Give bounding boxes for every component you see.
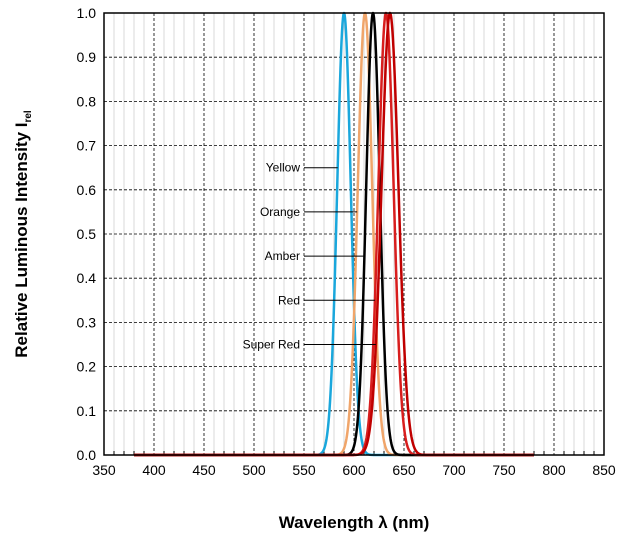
callout-label-orange: Orange [260,205,300,219]
x-tick-label: 400 [142,462,166,478]
grid-lines [104,13,604,455]
x-tick-label: 850 [592,462,616,478]
y-tick-label: 1.0 [77,5,97,21]
y-tick-label: 0.7 [77,138,97,154]
x-tick-label: 350 [92,462,116,478]
x-tick-label: 800 [542,462,566,478]
y-axis-title-subscript: rel [23,110,34,122]
y-tick-label: 0.3 [77,314,97,330]
x-tick-label: 450 [192,462,216,478]
callout-label-yellow: Yellow [266,161,301,175]
x-tick-label: 600 [342,462,366,478]
y-axis-title: Relative Luminous Intensity Irel [12,110,34,358]
x-tick-label: 700 [442,462,466,478]
callout-label-super-red: Super Red [243,338,300,352]
x-tick-label: 550 [292,462,316,478]
y-tick-label: 0.0 [77,447,97,463]
x-tick-label: 750 [492,462,516,478]
y-tick-labels: 0.0 0.1 0.2 0.3 0.4 0.5 0.6 0.7 0.8 0.9 1.0 [77,5,97,463]
y-tick-label: 0.6 [77,182,97,198]
y-tick-label: 0.2 [77,359,97,375]
y-tick-label: 0.8 [77,93,97,109]
y-tick-label: 0.4 [77,270,97,286]
plot-frame [103,12,605,456]
y-tick-label: 0.5 [77,226,97,242]
x-tick-label: 650 [392,462,416,478]
x-tick-labels: 350 400 450 500 550 600 650 700 750 800 850 [92,462,616,478]
callout-label-red: Red [278,293,300,307]
callout-label-amber: Amber [265,249,300,263]
x-axis-title: Wavelength λ (nm) [279,513,430,532]
series-callouts: Yellow Orange Amber Red Super Red [243,161,376,352]
y-tick-label: 0.9 [77,49,97,65]
y-axis-title-main: Relative Luminous Intensity I [12,123,31,358]
x-tick-label: 500 [242,462,266,478]
y-tick-label: 0.1 [77,403,97,419]
